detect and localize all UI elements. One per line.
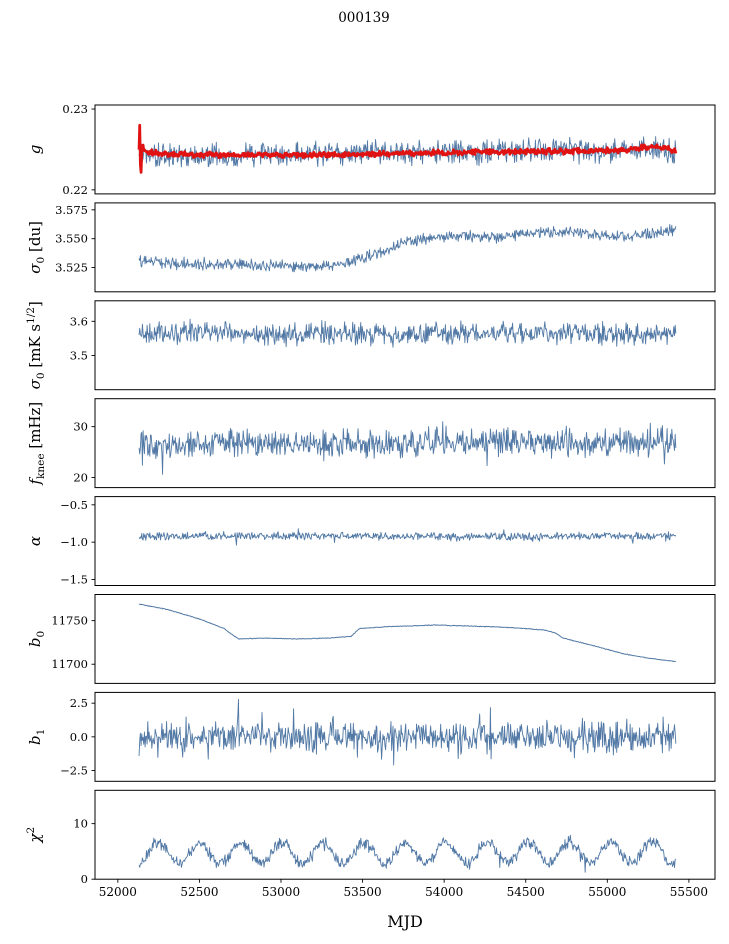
y-axis-label-g: g: [26, 145, 44, 155]
y-axis-label-chi2: χ2: [25, 827, 44, 844]
x-tick-label: 55500: [670, 885, 708, 899]
y-tick-label: 0.23: [62, 102, 88, 116]
panel-frame: [94, 104, 716, 195]
panel-frame: [94, 594, 716, 684]
y-tick-label: 0.0: [70, 730, 88, 744]
x-tick-label: 53500: [343, 885, 381, 899]
x-tick-label: 55000: [588, 885, 626, 899]
y-tick-label: −0.5: [60, 498, 88, 512]
x-tick-label: 54000: [425, 885, 463, 899]
panel-frame: [94, 202, 716, 293]
series-sigma0-du-line: [138, 224, 677, 273]
x-tick-label: 54500: [507, 885, 545, 899]
series-b0-line: [138, 603, 676, 663]
y-axis-label-fknee: fknee [mHz]: [26, 402, 47, 486]
panel-frame: [94, 789, 716, 880]
series-g-line: [138, 136, 677, 168]
x-axis: 52000 52500 53000 53500 54000 54500 55000 55500: [99, 879, 708, 899]
y-tick-label: −2.5: [60, 764, 88, 778]
y-tick-label: 3.6: [70, 314, 88, 328]
series-b1-line: [138, 698, 677, 766]
y-tick-label: 11750: [51, 614, 88, 628]
series-alpha-line: [138, 528, 677, 546]
y-tick-label: 0: [81, 872, 88, 886]
y-tick-label: 0.22: [62, 183, 88, 197]
panel-g: 0.22 0.23 g: [26, 102, 716, 197]
y-axis-label-b0: b0: [26, 631, 47, 647]
y-tick-label: 3.575: [55, 203, 88, 217]
y-tick-label: 2.5: [70, 696, 88, 710]
y-tick-label: 3.5: [70, 349, 88, 363]
panel-alpha: −1.5 −1.0 −0.5 α: [26, 496, 716, 587]
y-tick-label: −1.5: [60, 573, 88, 587]
panel-b1: −2.5 0.0 2.5 b1: [26, 691, 716, 782]
series-chi2-line: [138, 834, 677, 873]
y-tick-label: 30: [73, 420, 88, 434]
figure-title: 000139: [338, 10, 390, 26]
y-tick-label: 20: [73, 470, 88, 484]
panels-group: 0.22 0.23 g 3.525 3.550 3.575 σ0 [du] 3.5 3.6 σ0 …: [25, 102, 716, 886]
x-tick-label: 52500: [180, 885, 218, 899]
x-tick-label: 53000: [262, 885, 300, 899]
panel-chi2: 0 10 χ2: [25, 789, 716, 886]
y-tick-label: −1.0: [60, 535, 88, 549]
y-tick-label: 3.525: [55, 261, 88, 275]
y-axis-label-alpha: α: [26, 536, 44, 546]
y-tick-label: 3.550: [55, 232, 88, 246]
x-axis-label: MJD: [387, 912, 423, 931]
panel-fknee: 20 30 fknee [mHz]: [26, 398, 716, 489]
x-tick-label: 52000: [99, 885, 137, 899]
panel-sigma0-mks: 3.5 3.6 σ0 [mK s1/2]: [25, 300, 716, 391]
y-tick-label: 11700: [51, 657, 88, 671]
panel-sigma0-du: 3.525 3.550 3.575 σ0 [du]: [26, 202, 716, 293]
series-g-overlay: [137, 123, 678, 174]
y-axis-label-sigma0-du: σ0 [du]: [26, 221, 47, 274]
panel-b0: 11700 11750 b0: [26, 594, 716, 684]
panel-frame: [94, 300, 716, 391]
series-sigma0-mks-line: [138, 318, 677, 348]
y-tick-label: 10: [73, 817, 88, 831]
series-fknee-line: [138, 421, 677, 475]
panel-frame: [94, 496, 716, 587]
y-axis-label-sigma0-mks: σ0 [mK s1/2]: [25, 301, 47, 389]
y-axis-label-b1: b1: [26, 729, 47, 745]
panel-frame: [94, 398, 716, 489]
